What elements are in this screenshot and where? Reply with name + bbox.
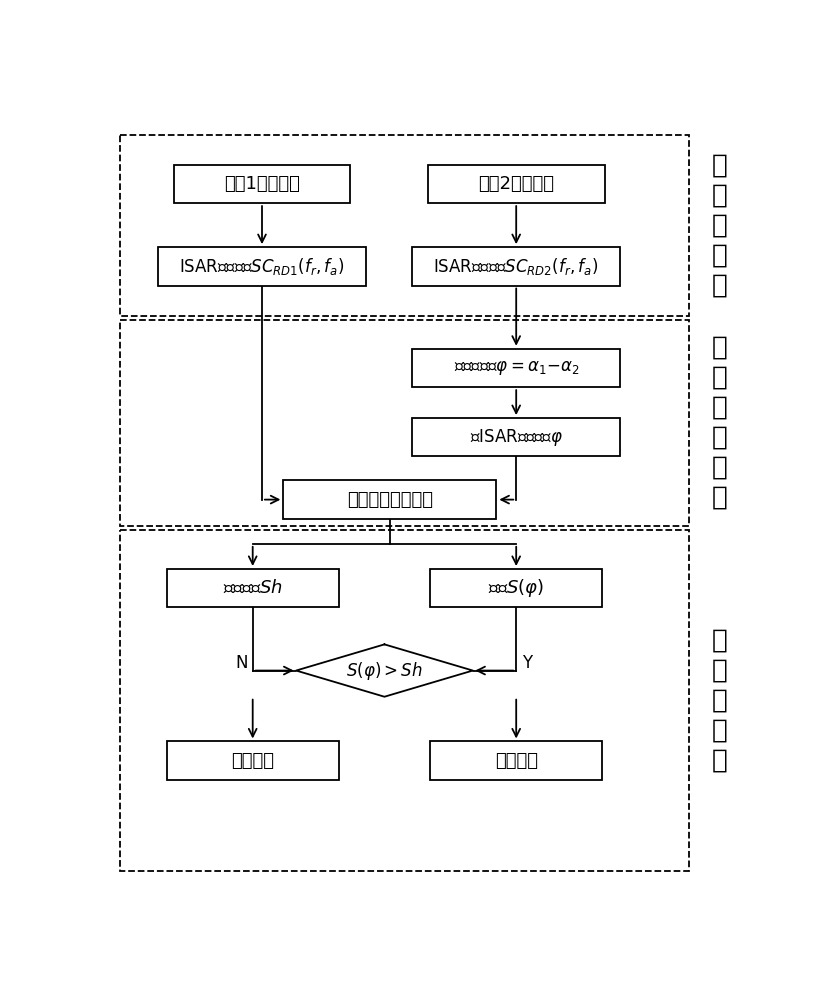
FancyBboxPatch shape	[430, 569, 602, 607]
Text: $S(\varphi)$$>Sh$: $S(\varphi)$$>Sh$	[346, 660, 423, 682]
Text: 将ISAR图像旋转$\varphi$: 将ISAR图像旋转$\varphi$	[469, 427, 563, 448]
Text: N: N	[236, 654, 248, 672]
Text: 回
波
预
处
理: 回 波 预 处 理	[712, 152, 728, 298]
FancyBboxPatch shape	[412, 349, 620, 387]
Text: 抗
干
扰
处
理: 抗 干 扰 处 理	[712, 628, 728, 774]
Text: 雷达1接收信号: 雷达1接收信号	[224, 175, 300, 193]
FancyBboxPatch shape	[412, 247, 620, 286]
FancyBboxPatch shape	[283, 480, 497, 519]
FancyBboxPatch shape	[167, 741, 339, 780]
FancyBboxPatch shape	[412, 418, 620, 456]
Text: 雷达2接收信号: 雷达2接收信号	[478, 175, 554, 193]
Bar	[120, 135, 689, 316]
FancyBboxPatch shape	[173, 165, 351, 203]
Text: 设置阈值$Sh$: 设置阈值$Sh$	[223, 579, 283, 597]
FancyBboxPatch shape	[428, 165, 605, 203]
Text: 真实目标: 真实目标	[231, 752, 274, 770]
Text: 设置旋转角$\varphi$$=\alpha_1$$-\alpha_2$: 设置旋转角$\varphi$$=\alpha_1$$-\alpha_2$	[454, 359, 579, 377]
FancyBboxPatch shape	[167, 569, 339, 607]
Text: 干扰目标: 干扰目标	[495, 752, 538, 770]
FancyBboxPatch shape	[430, 741, 602, 780]
Polygon shape	[296, 644, 473, 697]
Text: ISAR成像得到$SC_{RD1}$$(f_r,f_a)$: ISAR成像得到$SC_{RD1}$$(f_r,f_a)$	[179, 256, 345, 277]
FancyBboxPatch shape	[158, 247, 365, 286]
Text: Y: Y	[522, 654, 532, 672]
Text: ISAR成像得到$SC_{RD2}$$(f_r,f_a)$: ISAR成像得到$SC_{RD2}$$(f_r,f_a)$	[433, 256, 599, 277]
Bar	[120, 320, 689, 526]
Text: 方
位
感
知
滤
波: 方 位 感 知 滤 波	[712, 335, 728, 511]
Text: 进行二维相关处理: 进行二维相关处理	[346, 491, 433, 509]
Bar	[120, 530, 689, 871]
Text: 求取$S(\varphi)$: 求取$S(\varphi)$	[488, 577, 544, 599]
